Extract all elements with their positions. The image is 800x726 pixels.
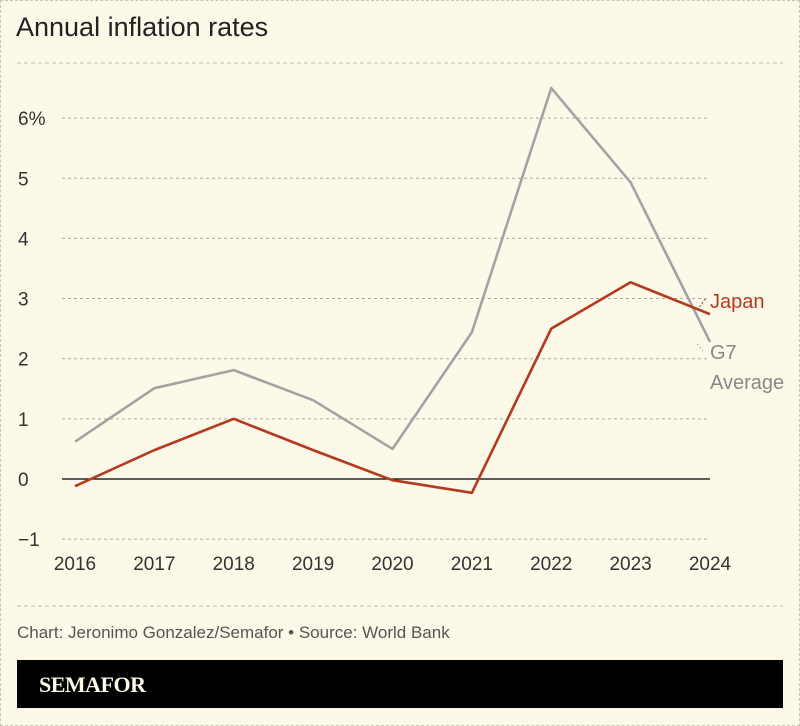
x-tick-label: 2020	[371, 554, 413, 575]
g7-label-line1: G7	[710, 342, 737, 364]
x-tick-label: 2021	[451, 554, 493, 575]
y-tick-label: 3	[18, 290, 29, 311]
x-tick-label: 2018	[213, 554, 255, 575]
y-tick-label: 0	[18, 470, 29, 491]
x-tick-label: 2019	[292, 554, 334, 575]
y-tick-label: 5	[18, 169, 29, 190]
g7-label-line2: Average	[710, 372, 784, 394]
x-tick-label: 2016	[54, 554, 96, 575]
logo-text: SEMAFOR	[39, 672, 146, 697]
x-tick-label: 2022	[530, 554, 572, 575]
y-tick-label: −1	[18, 530, 40, 551]
japan-line	[74, 281, 711, 495]
y-tick-label: 1	[18, 410, 29, 431]
g7-average-line	[74, 86, 712, 451]
chart-title: Annual inflation rates	[16, 12, 269, 42]
y-tick-label: 6%	[18, 109, 46, 130]
g7-leader	[696, 343, 704, 352]
y-tick-label: 2	[18, 350, 29, 371]
semafor-logo: SEMAFOR	[17, 660, 783, 708]
japan-label: Japan	[710, 291, 765, 313]
x-tick-label: 2024	[689, 554, 732, 575]
japan-leader	[696, 297, 707, 311]
x-tick-label: 2023	[609, 554, 651, 575]
y-tick-label: 4	[18, 229, 29, 250]
chart-credit: Chart: Jeronimo Gonzalez/Semafor • Sourc…	[17, 623, 450, 642]
x-tick-label: 2017	[133, 554, 175, 575]
